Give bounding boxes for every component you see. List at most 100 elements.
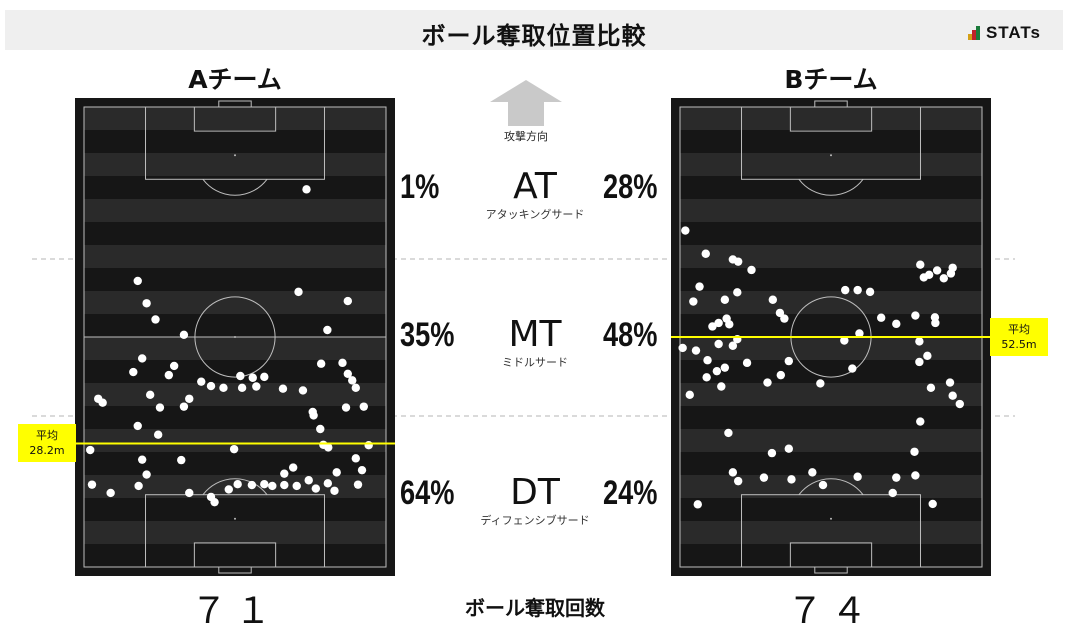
data-point xyxy=(708,322,717,331)
data-point xyxy=(343,296,353,306)
data-point xyxy=(316,424,325,434)
data-point xyxy=(733,257,743,266)
pitch-stripe xyxy=(680,475,982,498)
data-point xyxy=(268,481,277,491)
data-point xyxy=(784,356,794,366)
data-point xyxy=(840,336,849,345)
pitch-stripe xyxy=(680,107,982,130)
zone-dt-name: ディフェンシブサード xyxy=(480,514,590,527)
data-point xyxy=(206,381,216,391)
data-point xyxy=(923,351,932,361)
zone-at-team-b-pct: 28% xyxy=(603,168,658,206)
data-point xyxy=(916,417,925,426)
attack-direction-arrow-icon xyxy=(490,80,562,126)
pitch-stripe xyxy=(84,383,386,406)
data-point xyxy=(133,421,142,431)
avg-badge-label: 平均 xyxy=(36,429,58,443)
team-a-count: ７１ xyxy=(190,591,279,632)
data-point xyxy=(725,320,734,329)
data-point xyxy=(780,314,789,323)
data-point xyxy=(915,357,924,367)
data-point xyxy=(248,373,257,382)
data-point xyxy=(292,481,301,491)
data-point xyxy=(681,226,690,235)
penalty-arc-bottom xyxy=(202,478,268,496)
center-spot xyxy=(830,336,832,338)
stats-logo: STATs xyxy=(967,23,1041,43)
data-point xyxy=(948,391,957,400)
avg-badge-value: 28.2m xyxy=(29,444,65,458)
penalty-arc-top xyxy=(202,178,268,196)
data-point xyxy=(691,346,701,355)
pitch-stripe xyxy=(680,383,982,406)
data-point xyxy=(98,398,107,407)
data-point xyxy=(324,443,333,452)
zone-dt-team-a-pct: 64% xyxy=(400,474,455,512)
data-point xyxy=(855,329,864,338)
zone-mt-team-b-pct: 48% xyxy=(603,316,658,354)
data-point xyxy=(260,480,269,489)
data-point xyxy=(717,382,726,391)
data-point xyxy=(759,473,769,482)
data-point xyxy=(219,383,228,393)
page-title: ボール奪取位置比較 xyxy=(421,22,647,50)
data-point xyxy=(185,394,194,403)
team-b-count: ７４ xyxy=(786,591,875,632)
data-point xyxy=(197,377,206,386)
data-point xyxy=(185,488,194,498)
data-point xyxy=(720,363,730,372)
data-point xyxy=(926,383,936,393)
data-point xyxy=(784,444,794,453)
data-point xyxy=(229,444,239,454)
zone-at-team-a-pct: 1% xyxy=(400,168,440,206)
data-point xyxy=(948,263,957,272)
zone-dt: 64% DT 24% ディフェンシブサード xyxy=(400,472,670,544)
avg-badge-team-b: 平均 52.5m xyxy=(990,318,1048,356)
attack-direction-label: 攻撃方向 xyxy=(504,130,548,143)
data-point xyxy=(693,500,702,509)
goal-top xyxy=(218,100,252,108)
data-point xyxy=(724,428,733,438)
data-point xyxy=(210,497,219,507)
data-point xyxy=(142,470,151,479)
data-point xyxy=(931,318,940,328)
zone-mt-team-a-pct: 35% xyxy=(400,316,455,354)
data-point xyxy=(357,465,367,475)
data-point xyxy=(237,383,247,393)
pitch-stripe xyxy=(84,199,386,222)
data-point xyxy=(808,468,817,477)
pitch-svg-team-a xyxy=(75,98,395,576)
data-point xyxy=(260,372,269,382)
zone-mt-code: MT xyxy=(508,314,562,355)
center-spot xyxy=(234,336,236,338)
pitch-stripe xyxy=(680,245,982,268)
data-point xyxy=(695,282,704,291)
data-point xyxy=(348,376,357,385)
data-point xyxy=(853,285,862,295)
pitch-stripe xyxy=(84,245,386,268)
data-point xyxy=(323,325,332,335)
zone-mt: 35% MT 48% ミドルサード xyxy=(400,314,670,386)
pitch-stripe xyxy=(680,429,982,452)
pitch-stripe xyxy=(84,337,386,360)
data-point xyxy=(142,299,151,308)
penalty-spot-top xyxy=(234,154,236,157)
data-point xyxy=(928,499,937,509)
team-b-name: Bチーム xyxy=(784,65,878,94)
avg-badge-team-a: 平均 28.2m xyxy=(18,424,76,463)
data-point xyxy=(353,480,363,489)
data-point xyxy=(280,480,289,490)
title-bar: ボール奪取位置比較 STATs xyxy=(5,10,1063,50)
data-point xyxy=(151,315,160,324)
data-point xyxy=(304,476,313,485)
data-point xyxy=(848,364,857,373)
goal-bottom xyxy=(218,566,252,574)
data-point xyxy=(915,337,924,346)
zone-at: 1% AT 28% アタッキングサード xyxy=(400,166,670,238)
data-point xyxy=(129,367,138,377)
count-label: ボール奪取回数 xyxy=(465,596,605,620)
data-point xyxy=(714,318,723,328)
data-point xyxy=(939,274,949,283)
data-point xyxy=(86,445,95,455)
data-point xyxy=(816,379,825,388)
